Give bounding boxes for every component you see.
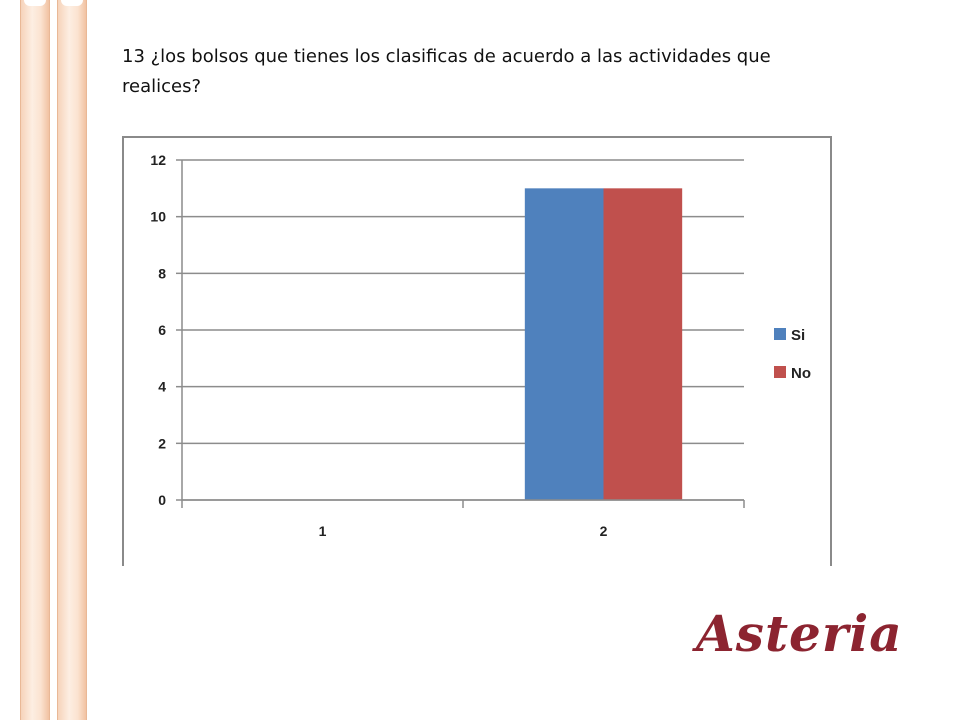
y-tick-label: 0: [158, 492, 166, 508]
legend-label-si: Si: [791, 327, 805, 344]
y-tick-label: 8: [158, 265, 166, 281]
y-tick-label: 10: [150, 209, 166, 225]
bar-si-2: [524, 188, 604, 501]
y-tick-label: 4: [158, 379, 166, 395]
y-tick-label: 12: [150, 152, 166, 168]
bars: [524, 188, 683, 501]
legend: Si No: [774, 327, 811, 382]
y-tick-label: 6: [158, 322, 166, 338]
y-tick-label: 2: [158, 435, 166, 451]
asteria-logo: Asteria: [696, 604, 903, 663]
decorative-stripe-right: [57, 0, 87, 720]
chart-frame: 0 2 4 6 8 10 12 1 2 Si No: [122, 136, 832, 566]
decorative-stripe-left: [20, 0, 50, 720]
legend-swatch-si: [774, 328, 786, 340]
grid-lines: [182, 159, 744, 501]
x-tick-label: 1: [319, 523, 327, 539]
legend-swatch-no: [774, 366, 786, 378]
x-tick-label: 2: [600, 523, 608, 539]
legend-label-no: No: [791, 365, 811, 382]
bar-no-2: [603, 188, 683, 501]
question-text: 13 ¿los bolsos que tienes los clasificas…: [122, 46, 771, 97]
